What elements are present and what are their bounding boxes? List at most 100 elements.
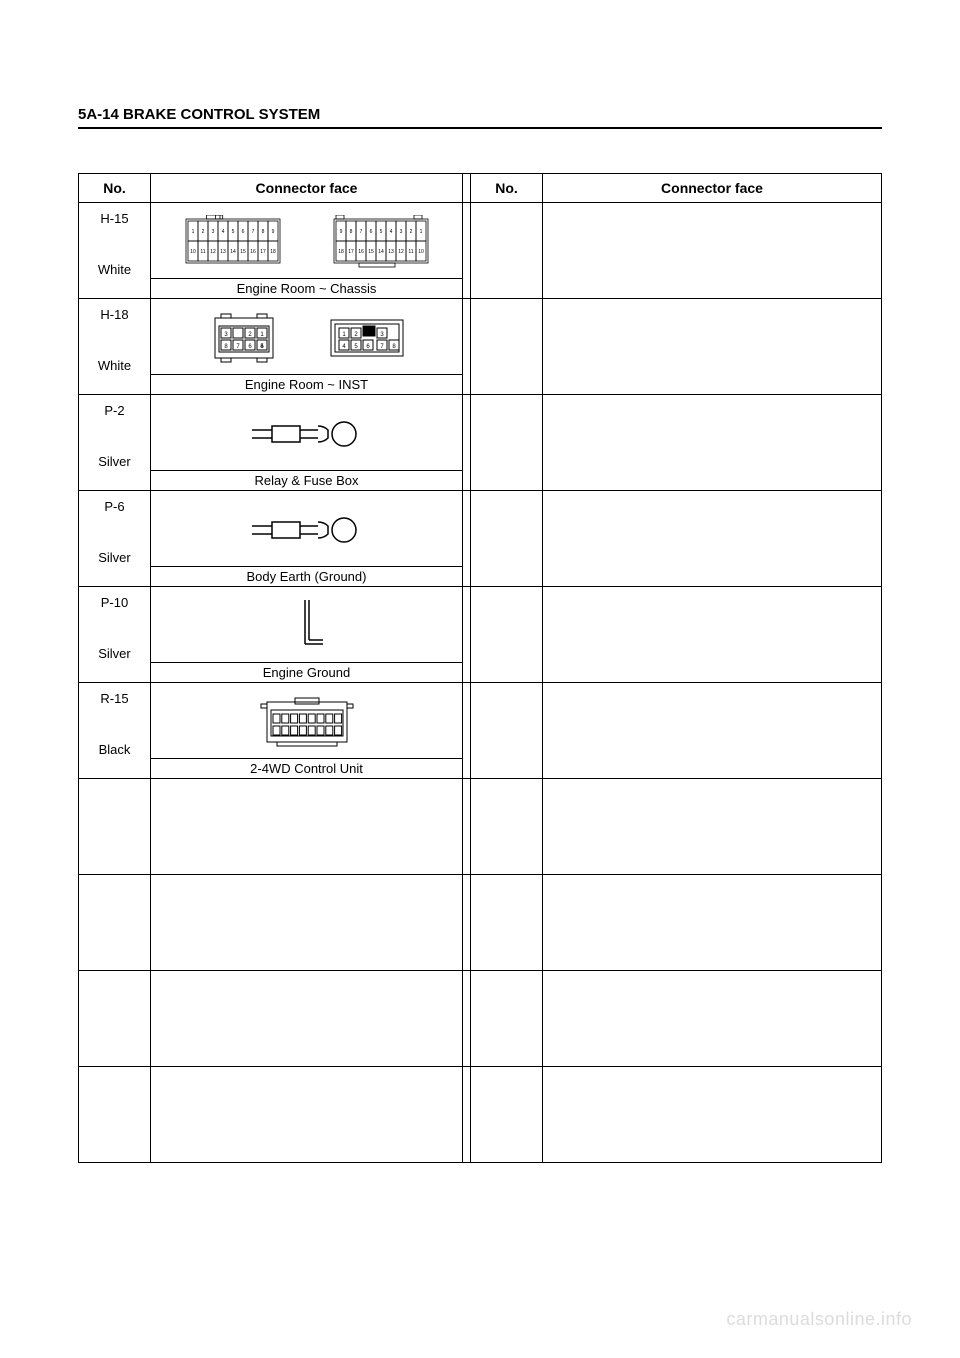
cell-face-right <box>543 491 882 587</box>
cell-separator <box>463 299 471 395</box>
cell-no: P-10 Silver <box>79 587 151 683</box>
cell-separator <box>463 971 471 1067</box>
cell-separator <box>463 491 471 587</box>
connector-id: P-10 <box>79 587 150 610</box>
svg-text:4: 4 <box>342 344 346 350</box>
page: 5A-14 BRAKE CONTROL SYSTEM No. Connector… <box>0 0 960 1203</box>
connector-diagram <box>151 491 462 566</box>
svg-text:2: 2 <box>201 229 204 235</box>
cell-no-right <box>471 683 543 779</box>
svg-text:6: 6 <box>248 344 252 350</box>
connector-color: White <box>79 262 150 285</box>
cell-no <box>79 971 151 1067</box>
cell-face-right <box>543 779 882 875</box>
svg-text:7: 7 <box>380 344 384 350</box>
connector-diagram <box>151 683 462 758</box>
cell-face-right <box>543 395 882 491</box>
connector-id: P-2 <box>79 395 150 418</box>
cell-face: 32187654 12345678 Engine Room ~ INST <box>151 299 463 395</box>
watermark: carmanualsonline.info <box>726 1309 912 1330</box>
svg-text:6: 6 <box>369 229 372 235</box>
svg-text:13: 13 <box>220 249 226 255</box>
cell-face: 123456789101112131415161718 987654321181… <box>151 203 463 299</box>
cell-face: Engine Ground <box>151 587 463 683</box>
svg-text:1: 1 <box>191 229 194 235</box>
svg-text:8: 8 <box>349 229 352 235</box>
cell-no: R-15 Black <box>79 683 151 779</box>
cell-no-right <box>471 203 543 299</box>
table-row-empty <box>79 875 882 971</box>
svg-text:4: 4 <box>221 229 224 235</box>
col-separator <box>463 174 471 203</box>
svg-text:3: 3 <box>211 229 214 235</box>
connector-label: Body Earth (Ground) <box>151 566 462 586</box>
cell-face <box>151 1067 463 1163</box>
cell-face-right <box>543 683 882 779</box>
table-row-empty <box>79 1067 882 1163</box>
cell-face: 2-4WD Control Unit <box>151 683 463 779</box>
connector-color: Silver <box>79 646 150 669</box>
svg-text:1: 1 <box>342 332 346 338</box>
cell-separator <box>463 587 471 683</box>
connector-diagram: 123456789101112131415161718 987654321181… <box>151 203 462 278</box>
svg-text:10: 10 <box>418 249 424 255</box>
svg-text:4: 4 <box>389 229 392 235</box>
svg-text:3: 3 <box>380 332 384 338</box>
cell-face <box>151 779 463 875</box>
connector-label: Engine Room ~ Chassis <box>151 278 462 298</box>
cell-separator <box>463 395 471 491</box>
cell-no-right <box>471 299 543 395</box>
col-face-right: Connector face <box>543 174 882 203</box>
svg-text:1: 1 <box>260 332 264 338</box>
svg-text:1: 1 <box>419 229 422 235</box>
cell-no-right <box>471 395 543 491</box>
cell-face: Relay & Fuse Box <box>151 395 463 491</box>
connector-label: Engine Ground <box>151 662 462 682</box>
svg-text:12: 12 <box>210 249 216 255</box>
svg-text:5: 5 <box>231 229 234 235</box>
svg-text:7: 7 <box>359 229 362 235</box>
table-row: P-2 Silver Relay & Fuse Box <box>79 395 882 491</box>
table-row-empty <box>79 971 882 1067</box>
svg-text:15: 15 <box>240 249 246 255</box>
connector-color: Black <box>79 742 150 765</box>
svg-text:2: 2 <box>409 229 412 235</box>
cell-no <box>79 875 151 971</box>
svg-text:18: 18 <box>270 249 276 255</box>
table-header-row: No. Connector face No. Connector face <box>79 174 882 203</box>
cell-face-right <box>543 875 882 971</box>
table-body: H-15 White 123456789101112131415161718 9… <box>79 203 882 1163</box>
cell-no: P-6 Silver <box>79 491 151 587</box>
connector-diagram <box>151 587 462 662</box>
cell-face-right <box>543 587 882 683</box>
svg-text:6: 6 <box>241 229 244 235</box>
svg-text:16: 16 <box>250 249 256 255</box>
svg-text:5: 5 <box>354 344 358 350</box>
table-row: P-6 Silver Body Earth (Ground) <box>79 491 882 587</box>
svg-text:11: 11 <box>200 249 205 255</box>
table-row: P-10 Silver Engine Ground <box>79 587 882 683</box>
svg-text:12: 12 <box>398 249 404 255</box>
connector-id: P-6 <box>79 491 150 514</box>
cell-no: H-15 White <box>79 203 151 299</box>
cell-no-right <box>471 875 543 971</box>
svg-text:15: 15 <box>368 249 374 255</box>
connector-table: No. Connector face No. Connector face H-… <box>78 173 882 1163</box>
table-row-empty <box>79 779 882 875</box>
cell-no-right <box>471 587 543 683</box>
svg-text:9: 9 <box>339 229 342 235</box>
cell-face-right <box>543 1067 882 1163</box>
table-row: H-18 White 32187654 12345678 Engine Room… <box>79 299 882 395</box>
table-row: H-15 White 123456789101112131415161718 9… <box>79 203 882 299</box>
cell-face <box>151 971 463 1067</box>
svg-text:7: 7 <box>251 229 254 235</box>
connector-label: 2-4WD Control Unit <box>151 758 462 778</box>
cell-no-right <box>471 779 543 875</box>
svg-text:17: 17 <box>348 249 354 255</box>
svg-text:11: 11 <box>408 249 413 255</box>
svg-text:4: 4 <box>260 344 264 350</box>
svg-text:14: 14 <box>230 249 236 255</box>
svg-text:3: 3 <box>399 229 402 235</box>
page-header: 5A-14 BRAKE CONTROL SYSTEM <box>78 106 882 129</box>
cell-face: Body Earth (Ground) <box>151 491 463 587</box>
